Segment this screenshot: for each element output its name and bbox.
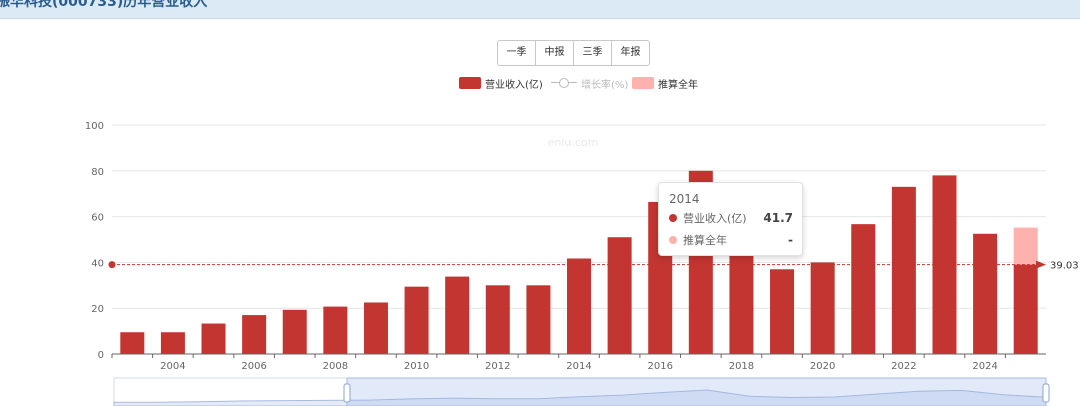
x-tick-label-2008: 2008 <box>323 361 348 372</box>
legend-label-projected: 推算全年 <box>658 79 698 91</box>
markline-label: 39.03 <box>1050 261 1079 272</box>
tooltip-value-projected: - <box>788 233 793 247</box>
tooltip-dot-revenue <box>669 214 677 222</box>
bar-revenue-2022 <box>891 186 916 354</box>
bar-revenue-2024 <box>973 233 998 354</box>
x-tick-label-2022: 2022 <box>891 361 916 372</box>
legend-swatch-revenue <box>459 77 481 89</box>
y-tick-label-100: 100 <box>85 121 104 132</box>
page-title: 振华科技(000733)历年营业收入 <box>0 0 208 10</box>
bar-revenue-2021 <box>851 224 876 354</box>
bar-revenue-2014 <box>567 258 591 354</box>
tooltip-name-projected: 推算全年 <box>683 234 727 247</box>
period-button-q1[interactable]: 一季 <box>498 41 536 65</box>
y-tick-label-0: 0 <box>98 350 104 361</box>
y-tick-label-60: 60 <box>91 213 104 224</box>
x-tick-label-2020: 2020 <box>810 361 835 372</box>
bar-revenue-2012 <box>485 285 510 354</box>
x-tick-label-2014: 2014 <box>566 361 591 372</box>
y-tick-label-20: 20 <box>91 304 104 315</box>
y-tick-label-80: 80 <box>91 167 104 178</box>
bar-revenue-2005 <box>201 323 226 354</box>
x-tick-label-2004: 2004 <box>160 361 185 372</box>
zoom-selection-range[interactable] <box>346 377 1047 406</box>
bar-projected-2025 <box>1013 227 1038 265</box>
bar-revenue-2008 <box>323 306 348 354</box>
y-tick-label-40: 40 <box>91 258 104 269</box>
legend-swatch-growth <box>551 77 577 89</box>
bar-revenue-2003 <box>120 332 145 354</box>
legend-item-projected[interactable]: 推算全年 <box>632 75 698 91</box>
tooltip-year: 2014 <box>669 192 700 206</box>
legend-item-revenue[interactable]: 营业收入(亿) <box>459 75 543 91</box>
x-tick-label-2024: 2024 <box>972 361 997 372</box>
x-tick-label-2012: 2012 <box>485 361 510 372</box>
period-button-group: 一季 中报 三季 年报 <box>497 40 650 66</box>
tooltip-name-revenue: 营业收入(亿) <box>683 212 747 225</box>
tooltip-row-projected: 推算全年 - <box>669 232 793 248</box>
tooltip-value-revenue: 41.7 <box>763 211 793 225</box>
x-tick-label-2018: 2018 <box>729 361 754 372</box>
legend-label-growth: 增长率(%) <box>581 79 629 91</box>
zoom-handle-left[interactable] <box>343 383 351 403</box>
header-bar: 振华科技(000733)历年营业收入 <box>0 0 1080 19</box>
chart-tooltip: 2014 营业收入(亿) 41.7 推算全年 - <box>658 182 803 256</box>
x-tick-label-2016: 2016 <box>647 361 672 372</box>
period-button-q3[interactable]: 三季 <box>574 41 612 65</box>
bar-revenue-2007 <box>282 309 307 354</box>
bar-revenue-2004 <box>160 332 185 354</box>
markline-start-dot <box>108 261 116 269</box>
x-tick-label-2006: 2006 <box>241 361 266 372</box>
bar-revenue-2006 <box>242 315 267 354</box>
watermark-text: eniu.com <box>548 136 599 149</box>
bar-revenue-2020 <box>810 262 835 354</box>
legend-label-revenue: 营业收入(亿) <box>485 79 543 91</box>
zoom-handle-right[interactable] <box>1042 383 1050 403</box>
bar-revenue-2015 <box>607 237 632 354</box>
bar-revenue-2010 <box>404 286 429 354</box>
period-button-half-year[interactable]: 中报 <box>536 41 574 65</box>
bar-revenue-2025 <box>1013 264 1038 354</box>
legend-item-growth[interactable]: 增长率(%) <box>551 75 628 91</box>
markline-end-arrow <box>1036 260 1046 269</box>
tooltip-row-revenue: 营业收入(亿) 41.7 <box>669 210 793 226</box>
bar-revenue-2019 <box>770 269 795 354</box>
bar-revenue-2011 <box>445 276 470 354</box>
x-tick-label-2010: 2010 <box>404 361 429 372</box>
bar-revenue-2013 <box>526 285 551 354</box>
bar-revenue-2009 <box>363 302 388 354</box>
tooltip-dot-projected <box>669 236 677 244</box>
bar-revenue-2018 <box>729 253 754 354</box>
period-button-annual[interactable]: 年报 <box>620 47 641 58</box>
legend-swatch-projected <box>632 77 654 89</box>
chart-legend: 营业收入(亿) 增长率(%) 推算全年 <box>0 75 1080 91</box>
